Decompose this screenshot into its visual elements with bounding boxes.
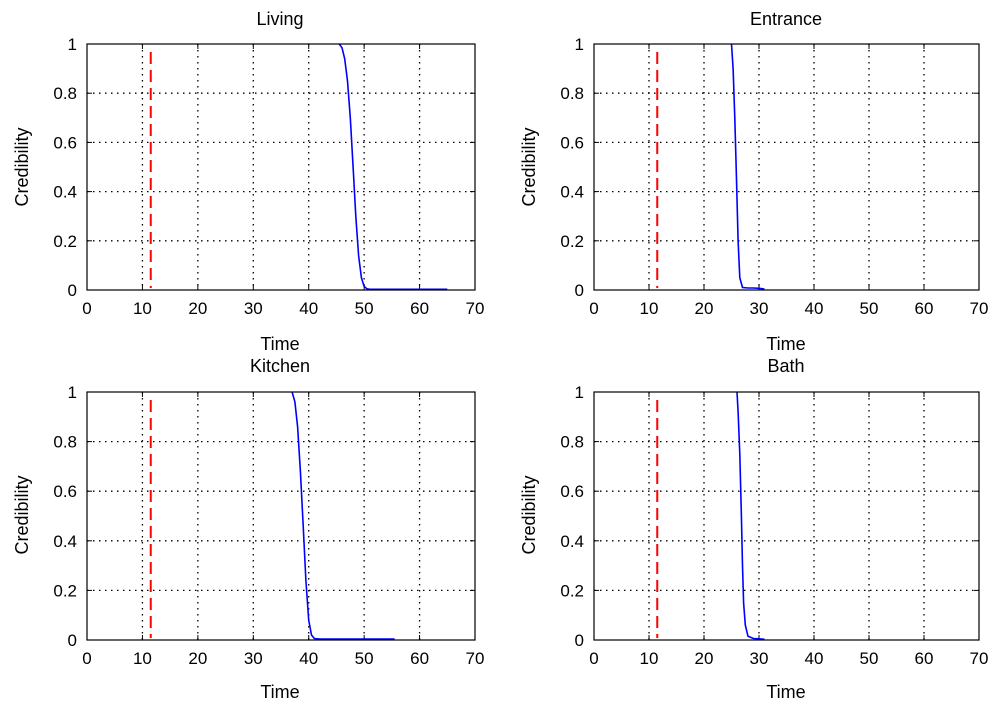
y-tick-label: 0.8 [560, 433, 584, 452]
plot-frame [86, 43, 476, 291]
x-tick-label: 40 [805, 299, 824, 318]
subplot-title: Living [256, 9, 303, 29]
y-tick-label: 1 [68, 383, 77, 402]
y-axis-label: Credibility [519, 475, 539, 554]
x-tick-label: 50 [355, 649, 374, 668]
series-line [736, 391, 765, 641]
x-tick-label: 0 [589, 299, 598, 318]
y-tick-label: 0.4 [53, 183, 77, 202]
y-tick-label: 0.8 [53, 433, 77, 452]
subplot-title: Entrance [750, 9, 822, 29]
x-tick-label: 50 [355, 299, 374, 318]
x-tick-label: 60 [410, 649, 429, 668]
subplot-bath: Bath Time Credibility 0 10 20 30 40 50 60 70 0 0.… [519, 356, 988, 702]
x-tick-label: 40 [805, 649, 824, 668]
y-tick-label: 0.4 [53, 532, 77, 551]
subplot-title: Kitchen [250, 356, 310, 376]
x-tick-label: 20 [695, 299, 714, 318]
y-tick-label: 0.2 [53, 232, 77, 251]
x-tick-label: 30 [244, 299, 263, 318]
y-tick-label: 0.6 [53, 482, 77, 501]
y-tick-label: 0 [575, 631, 584, 650]
plot-frame [593, 391, 980, 641]
x-tick-label: 0 [82, 649, 91, 668]
y-tick-label: 1 [575, 383, 584, 402]
x-tick-label: 0 [589, 649, 598, 668]
x-tick-label: 60 [915, 649, 934, 668]
x-axis-label: Time [766, 682, 805, 702]
subplot-title: Bath [767, 356, 804, 376]
y-tick-label: 0.4 [560, 532, 584, 551]
x-axis-label: Time [260, 682, 299, 702]
x-tick-label: 10 [133, 299, 152, 318]
plot-frame [593, 43, 980, 291]
x-tick-label: 20 [188, 649, 207, 668]
y-tick-label: 0.2 [560, 232, 584, 251]
subplot-living: Living Time Credibility 0 10 20 30 40 50 60 700… [12, 9, 484, 354]
x-tick-label: 30 [750, 649, 769, 668]
x-axis-label: Time [766, 334, 805, 354]
x-tick-label: 60 [915, 299, 934, 318]
y-tick-label: 0.2 [53, 581, 77, 600]
x-tick-label: 10 [640, 299, 659, 318]
x-tick-label: 20 [188, 299, 207, 318]
series-line [291, 391, 395, 640]
y-tick-label: 1 [68, 35, 77, 54]
x-tick-label: 20 [695, 649, 714, 668]
x-tick-label: 70 [970, 299, 989, 318]
y-tick-label: 0.6 [560, 482, 584, 501]
y-tick-label: 0.2 [560, 581, 584, 600]
y-tick-label: 0.6 [53, 133, 77, 152]
y-tick-label: 0.8 [560, 84, 584, 103]
y-tick-label: 0.8 [53, 84, 77, 103]
y-tick-label: 0 [575, 281, 584, 300]
x-tick-label: 70 [970, 649, 989, 668]
plot-frame [86, 391, 476, 641]
x-axis-label: Time [260, 334, 299, 354]
series-line [730, 43, 765, 290]
x-tick-label: 50 [860, 649, 879, 668]
x-tick-label: 70 [466, 649, 485, 668]
y-axis-label: Credibility [12, 475, 32, 554]
x-tick-label: 10 [133, 649, 152, 668]
y-axis-label: Credibility [519, 127, 539, 206]
x-tick-label: 60 [410, 299, 429, 318]
x-tick-label: 50 [860, 299, 879, 318]
subplot-entrance: Entrance Time Credibility 0 10 20 30 40 50 60 7… [519, 9, 988, 354]
series-line [338, 43, 448, 291]
x-tick-label: 0 [82, 299, 91, 318]
x-tick-label: 10 [640, 649, 659, 668]
x-tick-label: 30 [750, 299, 769, 318]
y-tick-label: 0.4 [560, 183, 584, 202]
y-tick-label: 0 [68, 631, 77, 650]
y-tick-label: 1 [575, 35, 584, 54]
y-tick-label: 0 [68, 281, 77, 300]
x-tick-label: 30 [244, 649, 263, 668]
x-tick-label: 40 [299, 649, 318, 668]
subplot-kitchen: Kitchen Time Credibility 0 10 20 30 40 50 60 70… [12, 356, 484, 702]
y-tick-label: 0.6 [560, 133, 584, 152]
x-tick-label: 70 [466, 299, 485, 318]
x-tick-label: 40 [299, 299, 318, 318]
y-axis-label: Credibility [12, 127, 32, 206]
